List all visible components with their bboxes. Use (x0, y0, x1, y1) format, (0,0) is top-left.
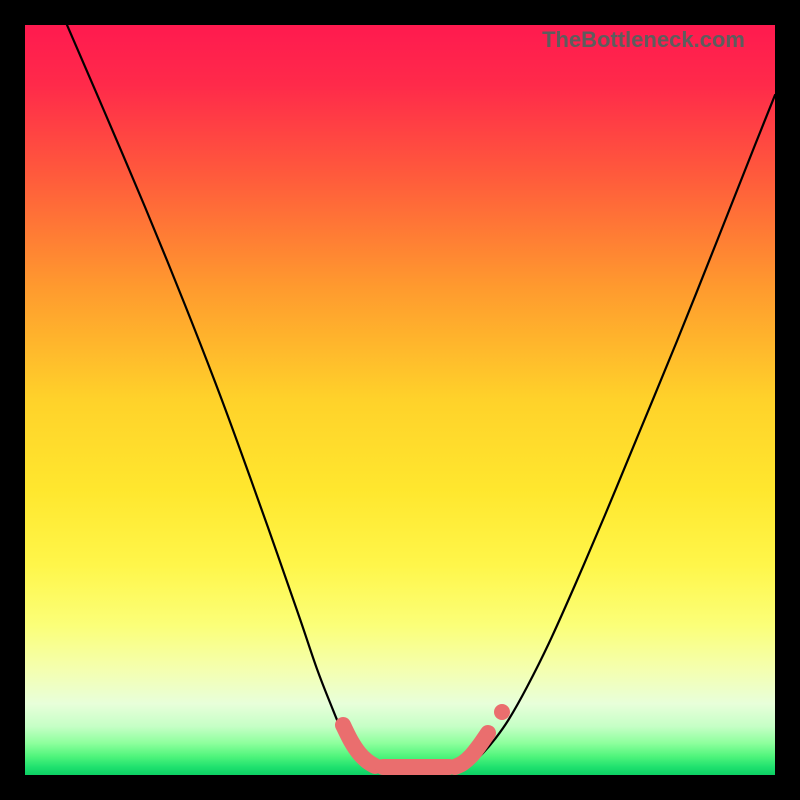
chart-frame: TheBottleneck.com (0, 0, 800, 800)
watermark-text: TheBottleneck.com (542, 27, 745, 53)
chart-background (25, 25, 775, 775)
marker-dot-0 (494, 704, 510, 720)
bottleneck-curve-chart (25, 25, 775, 775)
